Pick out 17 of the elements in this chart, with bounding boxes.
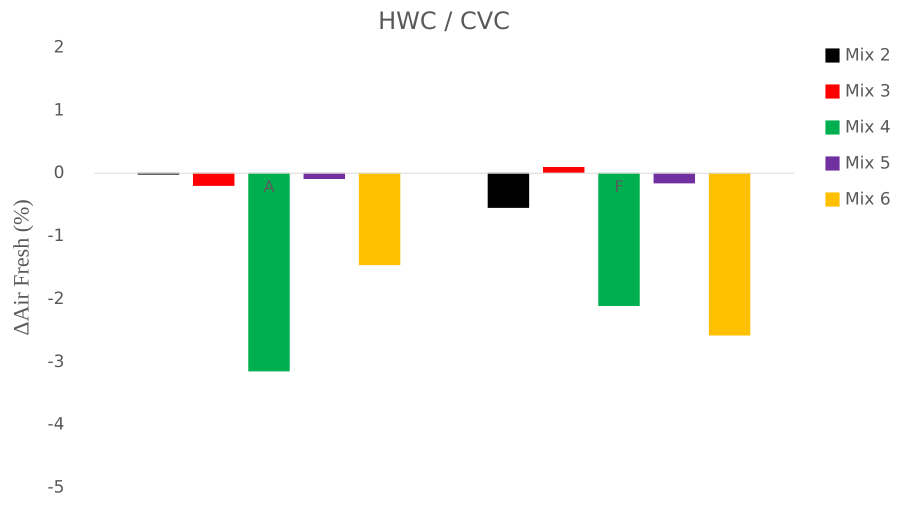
y-tick-label: 1 — [54, 100, 64, 120]
y-tick-label: -1 — [48, 226, 64, 246]
y-tick-label: -5 — [48, 478, 64, 498]
y-tick-label: 0 — [54, 163, 64, 184]
legend-label: Mix 6 — [845, 190, 891, 210]
x-tick-label: A — [264, 177, 275, 196]
y-tick-label: -2 — [48, 288, 64, 309]
y-axis-title: ΔAir Fresh (%) — [8, 199, 34, 336]
chart-title: HWC / CVC — [378, 7, 510, 35]
y-tick-label: -3 — [48, 352, 64, 372]
y-tick-label: 2 — [54, 38, 64, 58]
y-tick-label: -4 — [48, 414, 64, 435]
legend-label: Mix 2 — [845, 46, 891, 66]
legend-label: Mix 3 — [845, 82, 891, 102]
legend-label: Mix 5 — [845, 154, 891, 174]
legend-label: Mix 4 — [845, 118, 891, 138]
x-tick-label: F — [614, 177, 624, 196]
